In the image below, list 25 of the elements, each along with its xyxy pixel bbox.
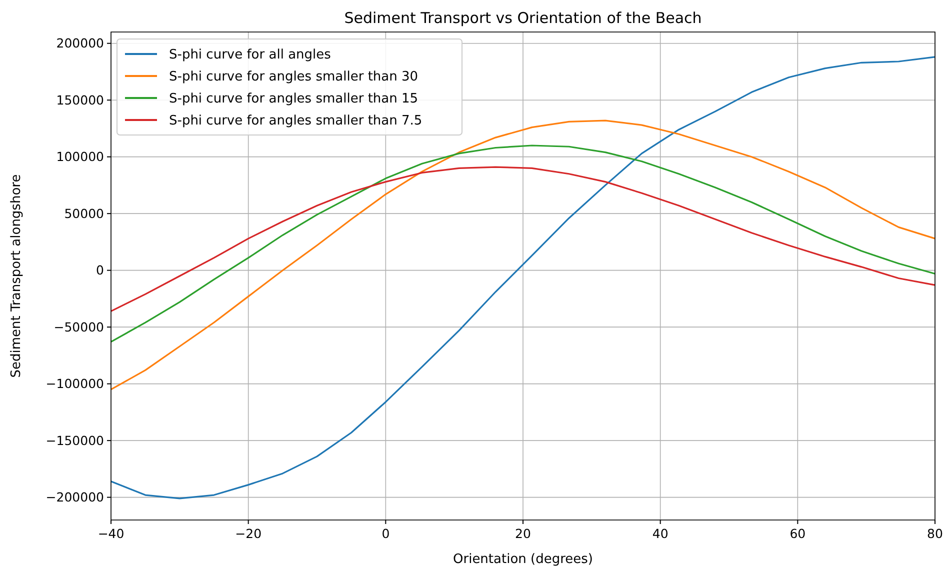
x-tick-label: 60: [790, 526, 806, 541]
y-tick-label: −150000: [46, 432, 104, 448]
x-tick-label: 80: [927, 526, 943, 541]
x-tick-label: 0: [382, 526, 390, 541]
line-series: [110, 166, 936, 312]
y-tick-label: 200000: [56, 36, 104, 51]
y-tick-label: 50000: [64, 206, 104, 221]
x-tick-label: 40: [652, 526, 668, 541]
chart-title: Sediment Transport vs Orientation of the Beach: [344, 9, 702, 27]
y-tick-label: 0: [96, 262, 104, 278]
y-tick-label: 150000: [56, 92, 104, 108]
legend-label: S-phi curve for angles smaller than 7.5: [169, 114, 422, 129]
y-tick-label: −100000: [46, 376, 104, 392]
x-axis-title: Orientation (degrees): [453, 552, 593, 567]
legend-label: S-phi curve for all angles: [169, 48, 332, 63]
y-tick-label: −200000: [46, 490, 104, 505]
legend-label: S-phi curve for angles smaller than 30: [169, 70, 418, 85]
y-tick-label: 100000: [56, 149, 104, 164]
x-tick-label: −40: [98, 526, 124, 541]
legend-label: S-phi curve for angles smaller than 15: [169, 92, 418, 107]
y-tick-label: −50000: [54, 319, 104, 334]
line-series: [110, 144, 936, 343]
x-tick-label: −20: [235, 526, 262, 541]
x-tick-label: 20: [515, 526, 531, 541]
y-axis-title: Sediment Transport alongshore: [9, 174, 24, 378]
